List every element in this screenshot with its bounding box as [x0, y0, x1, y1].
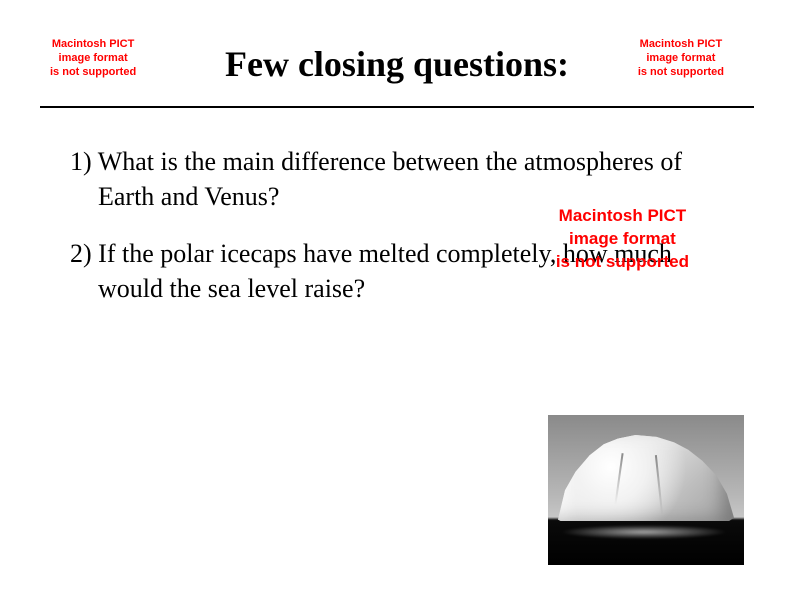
- iceberg-reflection: [560, 525, 728, 539]
- question-1: 1) What is the main difference between t…: [50, 144, 730, 214]
- title-underline: [40, 106, 754, 108]
- iceberg-image: [548, 415, 744, 565]
- pict-placeholder-icon: Macintosh PICT image format is not suppo…: [556, 205, 689, 274]
- slide: Macintosh PICT image format is not suppo…: [0, 0, 794, 595]
- header-row: Macintosh PICT image format is not suppo…: [40, 28, 754, 100]
- page-title: Few closing questions:: [225, 43, 569, 85]
- pict-placeholder-icon: Macintosh PICT image format is not suppo…: [638, 38, 724, 79]
- pict-placeholder-icon: Macintosh PICT image format is not suppo…: [50, 38, 136, 79]
